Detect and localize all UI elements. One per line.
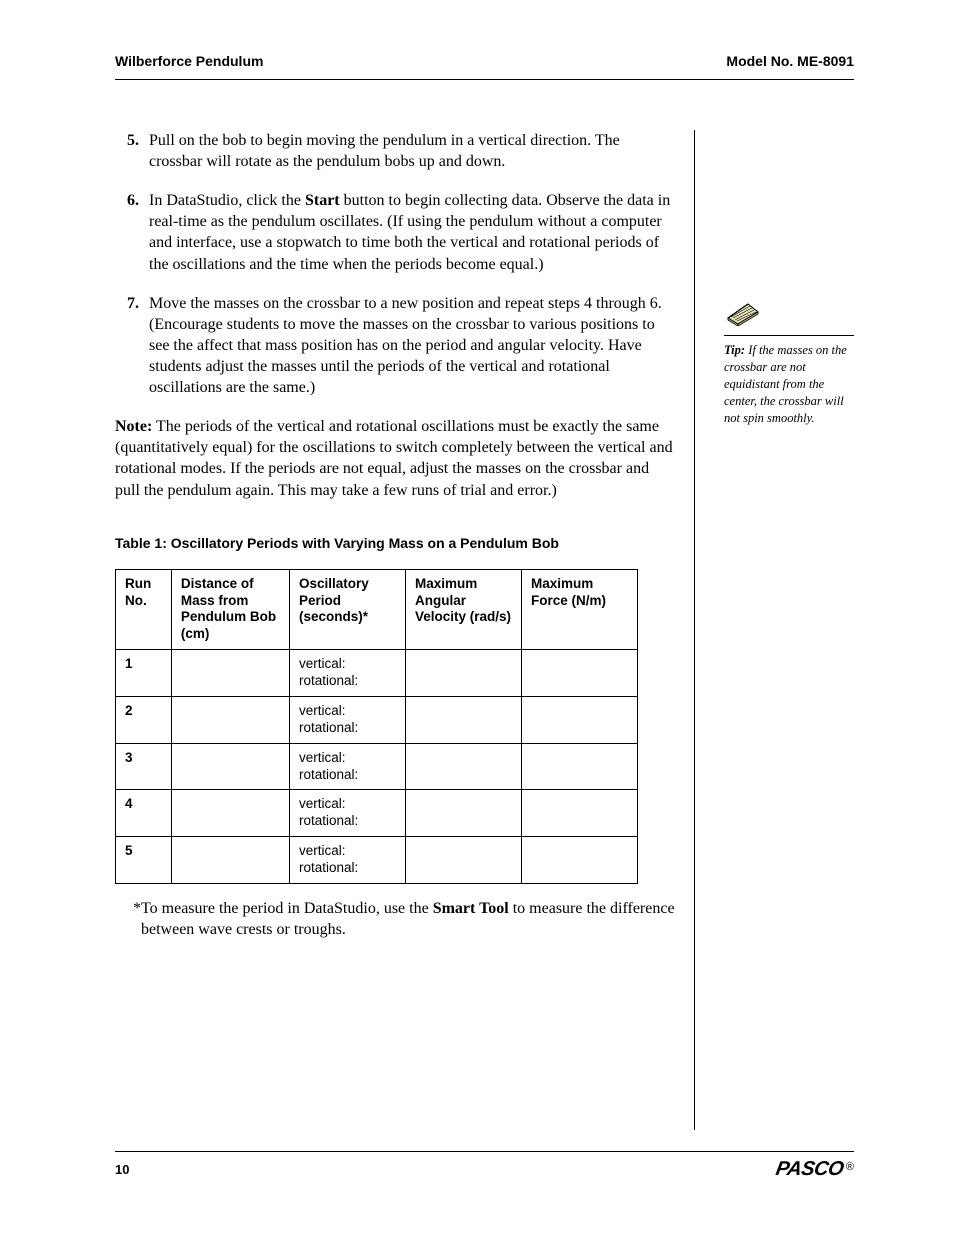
- cell-period: vertical:rotational:: [289, 837, 405, 884]
- cell-period: vertical:rotational:: [289, 790, 405, 837]
- col-header-distance: Distance of Mass from Pendulum Bob (cm): [171, 569, 289, 650]
- sidebar: Tip: If the masses on the crossbar are n…: [724, 300, 854, 426]
- col-header-period: Oscillatory Period (seconds)*: [289, 569, 405, 650]
- cell-force: [521, 743, 637, 790]
- cell-angular: [405, 790, 521, 837]
- tip-text: Tip: If the masses on the crossbar are n…: [724, 342, 854, 426]
- cell-angular: [405, 837, 521, 884]
- cell-distance: [171, 743, 289, 790]
- header-right: Model No. ME-8091: [726, 53, 854, 69]
- table-header-row: Run No. Distance of Mass from Pendulum B…: [116, 569, 638, 650]
- main-column: Pull on the bob to begin moving the pend…: [115, 130, 675, 940]
- cell-force: [521, 790, 637, 837]
- cell-force: [521, 837, 637, 884]
- col-header-angular: Maximum Angular Velocity (rad/s): [405, 569, 521, 650]
- vertical-divider: [694, 130, 695, 1130]
- col-header-force: Maximum Force (N/m): [521, 569, 637, 650]
- cell-angular: [405, 696, 521, 743]
- instruction-list: Pull on the bob to begin moving the pend…: [115, 130, 675, 398]
- cell-distance: [171, 837, 289, 884]
- cell-distance: [171, 696, 289, 743]
- table-row: 2 vertical:rotational:: [116, 696, 638, 743]
- table-caption: Table 1: Oscillatory Periods with Varyin…: [115, 535, 675, 551]
- page-number: 10: [115, 1162, 129, 1177]
- page-footer: 10 PASCO ®: [115, 1151, 854, 1181]
- header-rule: [115, 79, 854, 80]
- col-header-run: Run No.: [116, 569, 172, 650]
- step-7: Move the masses on the crossbar to a new…: [149, 293, 675, 399]
- table-footnote: *To measure the period in DataStudio, us…: [133, 898, 675, 940]
- note-icon: [726, 300, 854, 331]
- tip-rule: [724, 335, 854, 336]
- cell-period: vertical:rotational:: [289, 743, 405, 790]
- cell-run: 2: [116, 696, 172, 743]
- cell-run: 4: [116, 790, 172, 837]
- table-row: 3 vertical:rotational:: [116, 743, 638, 790]
- cell-run: 1: [116, 650, 172, 697]
- table-row: 4 vertical:rotational:: [116, 790, 638, 837]
- header-left: Wilberforce Pendulum: [115, 53, 263, 69]
- cell-force: [521, 650, 637, 697]
- page-header: Wilberforce Pendulum Model No. ME-8091: [115, 53, 854, 79]
- cell-period: vertical:rotational:: [289, 650, 405, 697]
- table-row: 5 vertical:rotational:: [116, 837, 638, 884]
- table-row: 1 vertical:rotational:: [116, 650, 638, 697]
- data-table: Run No. Distance of Mass from Pendulum B…: [115, 569, 638, 884]
- cell-distance: [171, 650, 289, 697]
- cell-distance: [171, 790, 289, 837]
- cell-run: 5: [116, 837, 172, 884]
- step-5: Pull on the bob to begin moving the pend…: [149, 130, 675, 172]
- brand-logo: PASCO ®: [776, 1158, 854, 1181]
- cell-angular: [405, 650, 521, 697]
- footer-rule: [115, 1151, 854, 1152]
- cell-period: vertical:rotational:: [289, 696, 405, 743]
- cell-force: [521, 696, 637, 743]
- cell-run: 3: [116, 743, 172, 790]
- cell-angular: [405, 743, 521, 790]
- note-paragraph: Note: The periods of the vertical and ro…: [115, 416, 675, 500]
- step-6: In DataStudio, click the Start button to…: [149, 190, 675, 274]
